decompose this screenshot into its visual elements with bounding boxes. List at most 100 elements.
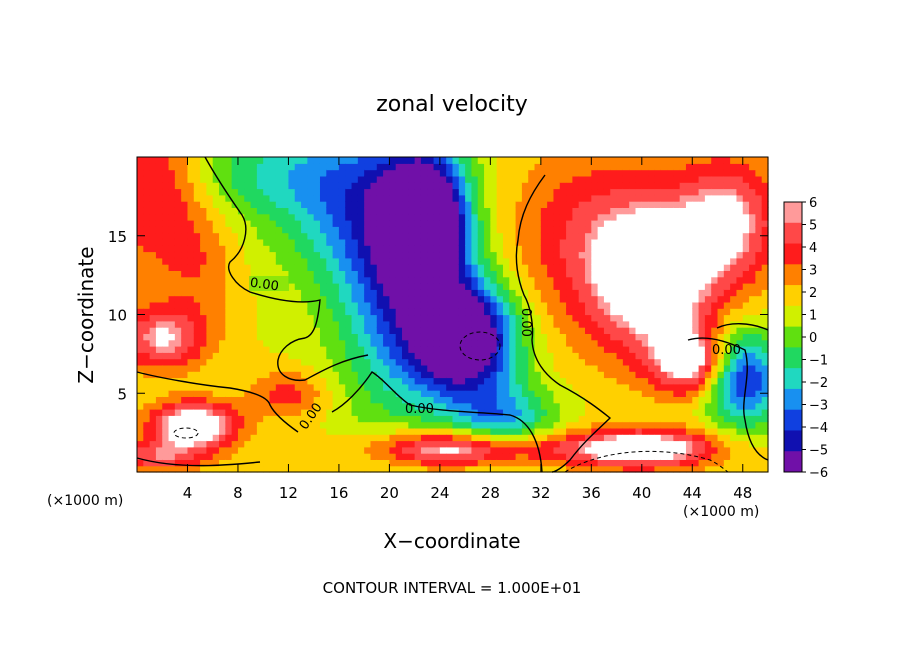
heatmap-cell bbox=[553, 320, 561, 328]
heatmap-cell bbox=[370, 289, 378, 297]
heatmap-cell bbox=[673, 194, 681, 202]
heatmap-cell bbox=[383, 421, 390, 429]
heatmap-cell bbox=[433, 245, 441, 253]
heatmap-cell bbox=[143, 157, 151, 164]
heatmap-cell bbox=[370, 301, 378, 309]
heatmap-cell bbox=[547, 182, 555, 190]
heatmap-cell bbox=[616, 301, 624, 309]
heatmap-cell bbox=[591, 314, 599, 322]
heatmap-cell bbox=[534, 364, 542, 372]
heatmap-cell bbox=[603, 251, 611, 259]
heatmap-cell bbox=[206, 346, 214, 353]
heatmap-cell bbox=[269, 201, 277, 208]
heatmap-cell bbox=[143, 364, 151, 372]
heatmap-cell bbox=[326, 289, 334, 297]
heatmap-cell bbox=[187, 289, 195, 297]
heatmap-cell bbox=[420, 238, 428, 246]
heatmap-cell bbox=[673, 377, 681, 385]
heatmap-cell bbox=[698, 207, 706, 215]
heatmap-cell bbox=[585, 459, 592, 467]
heatmap-cell bbox=[168, 383, 176, 391]
heatmap-cell bbox=[244, 371, 252, 379]
heatmap-cell bbox=[345, 157, 353, 164]
heatmap-cell bbox=[692, 390, 700, 397]
heatmap-cell bbox=[477, 169, 485, 177]
heatmap-cell bbox=[219, 213, 226, 221]
heatmap-cell bbox=[338, 352, 346, 360]
heatmap-cell bbox=[622, 157, 630, 164]
heatmap-cell bbox=[250, 346, 258, 353]
heatmap-cell bbox=[357, 201, 365, 208]
heatmap-cell bbox=[692, 415, 700, 423]
heatmap-cell bbox=[515, 175, 523, 183]
heatmap-cell bbox=[711, 276, 719, 284]
heatmap-cell bbox=[319, 251, 327, 259]
heatmap-cell bbox=[629, 163, 637, 171]
heatmap-cell bbox=[402, 163, 409, 171]
heatmap-cell bbox=[471, 194, 479, 202]
heatmap-cell bbox=[174, 364, 182, 372]
heatmap-cell bbox=[490, 220, 498, 227]
heatmap-cell bbox=[143, 440, 151, 448]
heatmap-cell bbox=[200, 295, 208, 303]
heatmap-cell bbox=[345, 390, 353, 397]
heatmap-cell bbox=[155, 371, 163, 379]
heatmap-cell bbox=[174, 371, 182, 379]
heatmap-cell bbox=[597, 232, 605, 240]
heatmap-cell bbox=[578, 383, 586, 391]
heatmap-cell bbox=[345, 453, 353, 460]
heatmap-cell bbox=[540, 232, 548, 240]
heatmap-cell bbox=[307, 169, 315, 177]
heatmap-cell bbox=[364, 377, 372, 385]
heatmap-cell bbox=[137, 270, 144, 278]
heatmap-cell bbox=[730, 402, 738, 410]
heatmap-cell bbox=[282, 201, 290, 208]
heatmap-cell bbox=[446, 194, 454, 202]
heatmap-cell bbox=[711, 465, 719, 473]
heatmap-cell bbox=[559, 157, 567, 164]
heatmap-cell bbox=[155, 213, 163, 221]
heatmap-cell bbox=[673, 264, 681, 271]
heatmap-cell bbox=[742, 453, 750, 460]
heatmap-cell bbox=[231, 427, 239, 435]
heatmap-cell bbox=[761, 207, 769, 215]
heatmap-cell bbox=[465, 251, 473, 259]
heatmap-cell bbox=[654, 415, 662, 423]
heatmap-cell bbox=[761, 465, 769, 473]
heatmap-cell bbox=[244, 377, 252, 385]
heatmap-cell bbox=[585, 295, 592, 303]
heatmap-cell bbox=[376, 201, 384, 208]
heatmap-cell bbox=[578, 396, 586, 404]
heatmap-cell bbox=[490, 295, 498, 303]
heatmap-cell bbox=[408, 327, 416, 334]
heatmap-cell bbox=[389, 402, 397, 410]
heatmap-cell bbox=[282, 232, 290, 240]
heatmap-cell bbox=[206, 453, 214, 460]
heatmap-cell bbox=[496, 220, 504, 227]
heatmap-cell bbox=[420, 409, 428, 416]
heatmap-cell bbox=[629, 308, 637, 316]
heatmap-cell bbox=[616, 377, 624, 385]
heatmap-cell bbox=[761, 194, 769, 202]
heatmap-cell bbox=[629, 232, 637, 240]
heatmap-cell bbox=[458, 409, 466, 416]
heatmap-cell bbox=[717, 182, 725, 190]
heatmap-cell bbox=[685, 201, 693, 208]
heatmap-cell bbox=[585, 182, 592, 190]
heatmap-cell bbox=[585, 238, 592, 246]
heatmap-cell bbox=[698, 364, 706, 372]
heatmap-cell bbox=[711, 207, 719, 215]
heatmap-cell bbox=[496, 238, 504, 246]
heatmap-cell bbox=[591, 434, 599, 442]
heatmap-cell bbox=[616, 314, 624, 322]
heatmap-cell bbox=[433, 333, 441, 341]
heatmap-cell bbox=[629, 383, 637, 391]
heatmap-cell bbox=[749, 295, 756, 303]
heatmap-cell bbox=[408, 257, 416, 265]
heatmap-cell bbox=[742, 301, 750, 309]
heatmap-cell bbox=[648, 213, 656, 221]
heatmap-cell bbox=[629, 188, 637, 196]
heatmap-cell bbox=[433, 289, 441, 297]
heatmap-cell bbox=[667, 427, 674, 435]
heatmap-cell bbox=[414, 409, 422, 416]
